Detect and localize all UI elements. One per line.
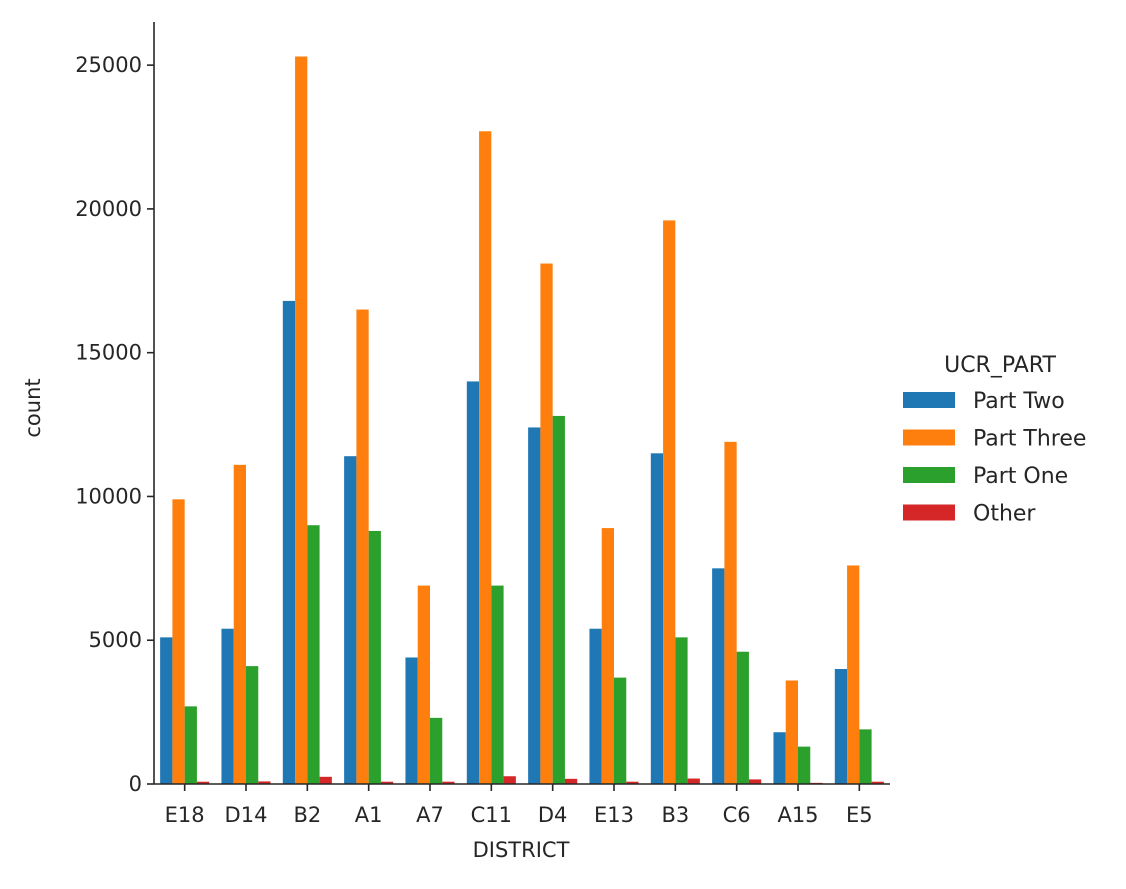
bar-D14-part-two — [221, 628, 234, 784]
legend-label-part-three: Part Three — [973, 427, 1086, 452]
bar-B3-part-two — [650, 453, 664, 784]
bar-D4-part-three — [540, 263, 553, 784]
bar-A15-part-three — [785, 680, 798, 784]
bar-A1-other — [380, 781, 394, 784]
bar-C11-part-two — [466, 381, 480, 784]
bars-layer — [160, 56, 884, 785]
legend-swatch-other — [903, 504, 955, 521]
bar-B2-part-three — [295, 56, 308, 784]
bar-E13-part-three — [601, 528, 614, 784]
bar-C6-part-two — [712, 568, 725, 784]
axes-layer — [153, 22, 890, 785]
legend-swatch-part-two — [903, 392, 955, 408]
y-tick-label: 5000 — [89, 628, 142, 652]
legend-swatch-part-one — [903, 467, 955, 483]
bar-D14-other — [258, 781, 271, 784]
bar-A15-part-two — [773, 732, 786, 784]
bar-C11-part-one — [491, 585, 504, 784]
y-axis-title: count — [21, 378, 45, 437]
bar-E18-part-three — [172, 499, 185, 784]
bar-C6-other — [748, 779, 762, 784]
bar-C11-part-three — [479, 131, 492, 784]
bar-E18-part-two — [160, 637, 173, 784]
legend: UCR_PART Part Two Part Three Part One Other — [903, 353, 1086, 527]
bar-B2-other — [319, 776, 332, 784]
x-tick-label: D4 — [538, 803, 568, 827]
bar-B3-other — [687, 778, 700, 784]
bar-E13-other — [626, 781, 639, 784]
y-tick-label: 15000 — [75, 341, 142, 365]
bar-A7-other — [442, 781, 455, 784]
bar-E13-part-one — [614, 677, 627, 784]
bar-E5-other — [871, 781, 884, 784]
x-tick-label: A15 — [777, 803, 818, 827]
bar-D14-part-three — [233, 464, 246, 784]
bar-B3-part-one — [675, 637, 688, 784]
x-tick-label: A7 — [416, 803, 444, 827]
x-tick-label: E18 — [165, 803, 205, 827]
bar-D4-other — [564, 778, 578, 784]
x-axis-title: DISTRICT — [473, 838, 570, 862]
y-ticks: 0 5000 10000 15000 20000 25000 — [75, 53, 154, 796]
bar-E5-part-three — [847, 565, 860, 784]
bar-A7-part-three — [417, 585, 430, 784]
x-tick-label: D14 — [225, 803, 268, 827]
bar-C6-part-one — [736, 651, 749, 784]
bar-A15-part-one — [798, 746, 811, 784]
y-tick-label: 20000 — [75, 197, 142, 221]
bar-C6-part-three — [724, 441, 737, 784]
legend-label-part-two: Part Two — [973, 389, 1065, 414]
bar-E5-part-one — [859, 729, 872, 784]
x-tick-label: E5 — [846, 803, 873, 827]
legend-label-other: Other — [973, 502, 1036, 527]
x-tick-label: A1 — [355, 803, 383, 827]
legend-swatch-part-three — [903, 429, 955, 446]
bar-A7-part-one — [430, 717, 443, 784]
bar-E18-other — [196, 781, 210, 784]
x-tick-label: C11 — [471, 803, 512, 827]
bar-E5-part-two — [834, 668, 848, 784]
bar-D4-part-one — [552, 415, 565, 784]
bar-B2-part-two — [282, 300, 296, 784]
x-tick-label: B3 — [661, 803, 689, 827]
legend-label-part-one: Part One — [973, 464, 1068, 489]
bar-D14-part-one — [246, 666, 259, 784]
x-ticks: E18 D14 B2 A1 A7 C11 D4 E13 B3 C6 A15 E5 — [165, 784, 873, 827]
x-tick-label: C6 — [723, 803, 751, 827]
bar-A1-part-two — [344, 456, 357, 784]
y-tick-label: 10000 — [75, 484, 142, 508]
y-tick-label: 0 — [129, 772, 142, 796]
legend-title: UCR_PART — [944, 353, 1056, 378]
bar-E18-part-one — [184, 706, 197, 784]
bar-D4-part-two — [528, 427, 541, 784]
bar-A1-part-one — [368, 530, 381, 784]
bar-A1-part-three — [356, 309, 369, 784]
bar-B2-part-one — [307, 525, 320, 784]
bar-E13-part-two — [589, 628, 602, 784]
x-tick-label: B2 — [293, 803, 321, 827]
bar-B3-part-three — [663, 220, 676, 785]
bar-C11-other — [503, 776, 516, 784]
x-tick-label: E13 — [594, 803, 634, 827]
y-tick-label: 25000 — [75, 53, 142, 77]
bar-A7-part-two — [405, 657, 418, 784]
